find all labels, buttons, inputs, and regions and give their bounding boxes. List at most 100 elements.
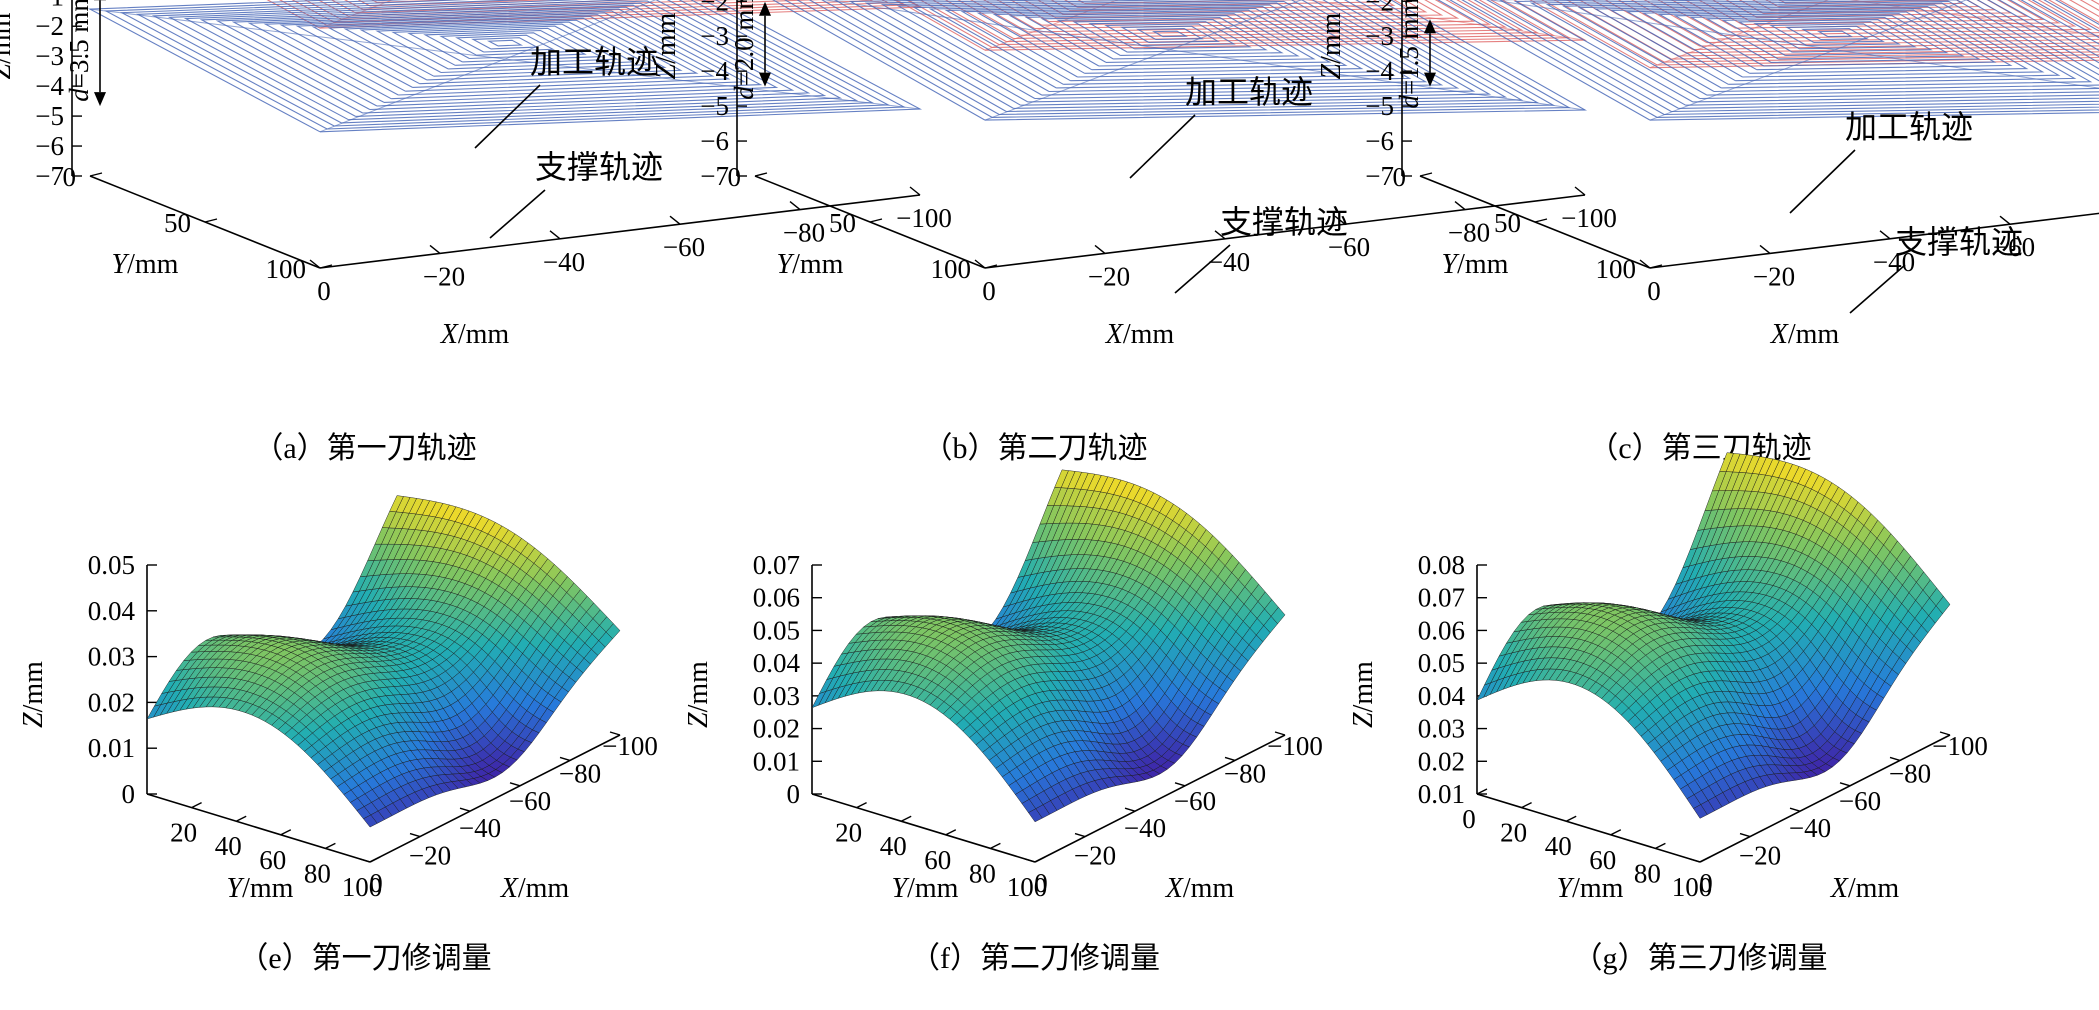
x-tick-label: −40 — [1124, 813, 1166, 843]
x-tick — [789, 201, 801, 211]
trajectory-ring — [1577, 0, 2093, 89]
y-axis-label-unit: /mm — [1572, 873, 1624, 904]
x-axis-label-unit: /mm — [1123, 319, 1175, 350]
trajectory-ring — [1009, 0, 1444, 23]
trajectory-ring — [1120, 25, 1220, 43]
x-axis-line — [1034, 734, 1286, 863]
trajectory-ring — [151, 0, 859, 121]
z-tick-label: −5 — [700, 91, 729, 121]
offset-label-var: d — [1394, 95, 1424, 109]
trajectory-ring — [976, 7, 1364, 74]
x-tick-label: −100 — [896, 203, 952, 233]
y-tick — [191, 801, 202, 809]
trajectory-ring — [880, 0, 1460, 96]
offset-label: d=2.0 mm — [729, 0, 759, 100]
offset-label: d=3.5 mm — [64, 0, 94, 102]
y-axis-label-var: Y — [1557, 873, 1576, 904]
trajectory-ring — [1056, 17, 1284, 56]
trajectory-ring — [944, 0, 1524, 40]
z-axis-label-var: Z — [683, 712, 714, 728]
z-tick-label: −3 — [1365, 21, 1394, 51]
y-tick-label: 100 — [266, 254, 307, 284]
z-tick-label: 0 — [787, 779, 801, 809]
x-tick-label: −80 — [1889, 758, 1931, 788]
annotation-support: 支撑轨迹 — [535, 149, 663, 185]
offset-label-value: =1.5 mm — [1394, 0, 1424, 95]
trajectory-ring — [1753, 21, 1917, 50]
z-tick-label: −3 — [700, 21, 729, 51]
trajectory-ring — [1545, 0, 2099, 96]
x-tick — [1759, 244, 1771, 254]
panel-caption: （b）第二刀轨迹 — [923, 432, 1148, 465]
surface — [811, 469, 1286, 823]
y-tick — [1534, 218, 1548, 223]
trajectory-ring — [1752, 0, 1981, 11]
x-axis-line — [319, 194, 921, 269]
y-tick — [984, 264, 998, 269]
z-tick-label: 0.03 — [88, 642, 135, 672]
trajectory-ring — [266, 0, 923, 29]
x-tick-label: −80 — [559, 758, 601, 788]
z-axis-label-var: Z — [18, 712, 49, 728]
y-tick — [280, 829, 292, 836]
x-tick — [1689, 858, 1701, 863]
trajectory-ring — [1625, 6, 2045, 78]
y-axis-label-var: Y — [227, 873, 246, 904]
surface-cell — [1270, 606, 1286, 625]
annotation-leader — [1174, 244, 1231, 294]
x-tick — [1839, 782, 1851, 787]
x-axis-label: X/mm — [1105, 319, 1175, 350]
x-tick — [1639, 259, 1651, 269]
x-axis-label: X/mm — [1830, 873, 1900, 904]
x-tick — [459, 807, 471, 812]
y-tick — [900, 815, 912, 822]
z-axis-label: Z/mm — [1316, 12, 1347, 79]
x-tick-label: 0 — [1647, 276, 1661, 306]
trajectory-ring — [1541, 0, 2099, 66]
z-tick-label: 0.01 — [88, 733, 135, 763]
x-tick — [974, 259, 986, 269]
z-axis-label-unit: /mm — [18, 661, 49, 713]
panel-e: 0 0.01 0.02 0.03 0.04 0.05 Z/mm 0 −20 −40 −60 −80−1… — [18, 495, 658, 975]
z-tick-label: 0.04 — [88, 596, 136, 626]
y-tick-label: 20 — [170, 818, 197, 848]
trajectory-ring — [944, 4, 1396, 82]
trajectory-ring — [87, 0, 923, 133]
x-tick — [559, 756, 571, 762]
z-tick-label: −6 — [1365, 126, 1394, 156]
z-tick-label: 0.05 — [1418, 648, 1465, 678]
z-axis-label: Z/mm — [683, 661, 714, 728]
y-tick — [1419, 172, 1433, 177]
y-tick-label: 60 — [259, 845, 286, 875]
trajectory-ring — [1657, 0, 2093, 37]
y-tick-label: 60 — [924, 845, 951, 875]
x-tick — [1454, 201, 1466, 211]
panel-caption: （g）第三刀修调量 — [1573, 942, 1828, 975]
x-axis-label-var: X — [440, 319, 459, 350]
trajectory-ring — [263, 10, 747, 96]
offset-label-value: =2.0 mm — [729, 0, 759, 86]
trajectory-ring — [1088, 21, 1252, 50]
y-axis-line — [811, 793, 1036, 863]
y-tick-label: 80 — [969, 858, 996, 888]
y-tick — [325, 842, 336, 850]
x-tick-label: −100 — [602, 731, 658, 761]
y-axis-label: Y/mm — [777, 249, 844, 280]
trajectory-ring — [359, 21, 651, 74]
annotation-leader — [1789, 149, 1856, 214]
trajectory-ring — [1566, 0, 2099, 60]
trajectory-ring — [471, 37, 539, 50]
x-tick — [1789, 807, 1801, 812]
trajectory-ring — [343, 19, 667, 77]
x-tick — [359, 858, 371, 863]
trajectory-ring — [1008, 11, 1332, 67]
series-support-trajectory — [1437, 0, 2099, 121]
x-tick — [1214, 230, 1226, 240]
z-tick-label: 0 — [122, 779, 136, 809]
y-tick — [369, 856, 381, 863]
z-tick-label: 0.02 — [753, 714, 800, 744]
trajectory-ring — [1801, 28, 1869, 41]
y-tick — [1476, 788, 1488, 795]
x-tick — [509, 782, 521, 787]
x-tick-label: −60 — [1993, 232, 2035, 262]
